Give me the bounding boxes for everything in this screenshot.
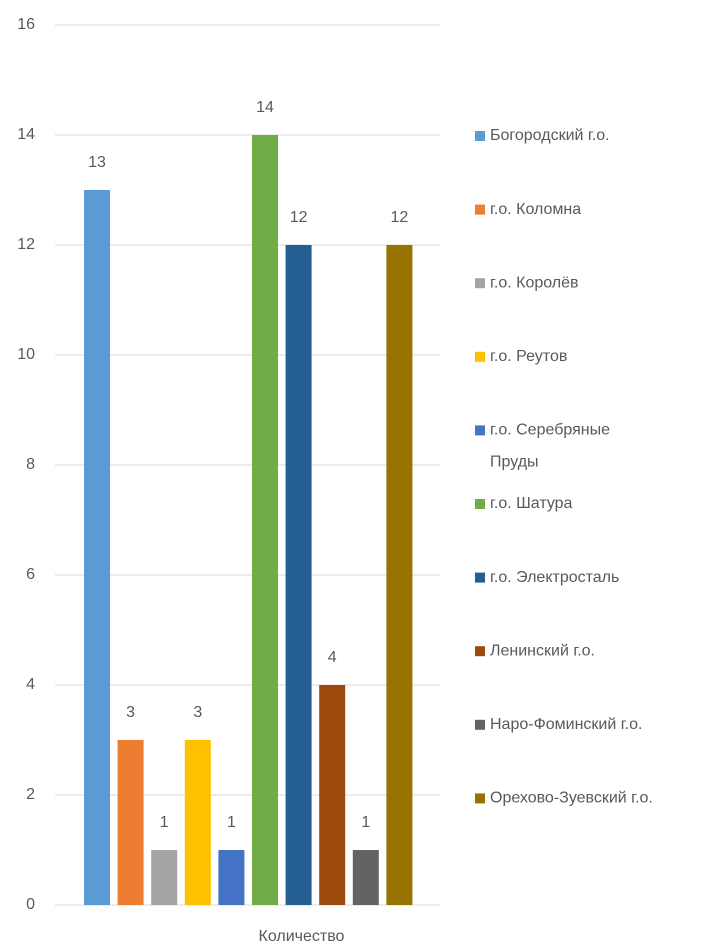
data-label: 13 [88, 154, 106, 171]
legend-swatch [475, 646, 485, 657]
data-label: 3 [126, 704, 135, 721]
data-label: 4 [328, 649, 337, 666]
data-label: 3 [193, 704, 202, 721]
legend-label: г.о. Коломна [490, 201, 581, 218]
data-label: 12 [290, 209, 308, 226]
y-tick-label: 10 [17, 346, 35, 363]
bar [319, 685, 346, 905]
legend-label: Ленинский г.о. [490, 642, 595, 659]
legend-swatch [475, 131, 485, 141]
data-label: 1 [361, 814, 370, 831]
legend-label: Орехово-Зуевский г.о. [490, 790, 653, 807]
legend-label: Наро-Фоминский г.о. [490, 716, 642, 733]
y-tick-label: 6 [26, 566, 35, 583]
legend-label: г.о. Шатура [490, 495, 573, 512]
bar [218, 850, 245, 905]
legend-label: Богородский г.о. [490, 127, 610, 144]
y-tick-label: 0 [26, 896, 35, 913]
legend-swatch [475, 204, 485, 215]
legend-label: г.о. Электросталь [490, 569, 619, 586]
bar [252, 135, 278, 905]
legend-label-line: г.о. Серебряные [490, 422, 610, 439]
legend-label: г.о. Серебряные Пруды [490, 422, 610, 471]
bar [151, 850, 178, 905]
legend-swatch [475, 278, 485, 289]
bar [117, 740, 144, 905]
bar [84, 190, 110, 905]
legend-swatch [475, 425, 485, 436]
y-tick-label: 12 [17, 236, 35, 253]
y-tick-label: 8 [26, 456, 35, 473]
bar [184, 740, 211, 905]
data-label: 1 [227, 814, 236, 831]
data-label: 1 [160, 814, 169, 831]
legend-swatch [475, 793, 485, 804]
legend-swatch [475, 572, 485, 583]
legend-label: г.о. Реутов [490, 348, 567, 365]
y-tick-label: 2 [26, 786, 35, 803]
legend-swatch [475, 499, 485, 509]
data-label: 12 [391, 209, 409, 226]
bar [386, 245, 413, 905]
y-tick-label: 16 [17, 16, 35, 33]
bar [285, 245, 312, 905]
data-label: 14 [256, 99, 274, 116]
legend-swatch [475, 351, 485, 362]
legend-label-line: Пруды [490, 454, 539, 471]
x-tick-label: Количество [259, 928, 345, 945]
legend-swatch [475, 719, 485, 730]
y-tick-label: 4 [26, 676, 35, 693]
y-tick-label: 14 [17, 126, 35, 143]
legend-label: г.о. Королёв [490, 274, 579, 291]
bar [352, 850, 379, 905]
